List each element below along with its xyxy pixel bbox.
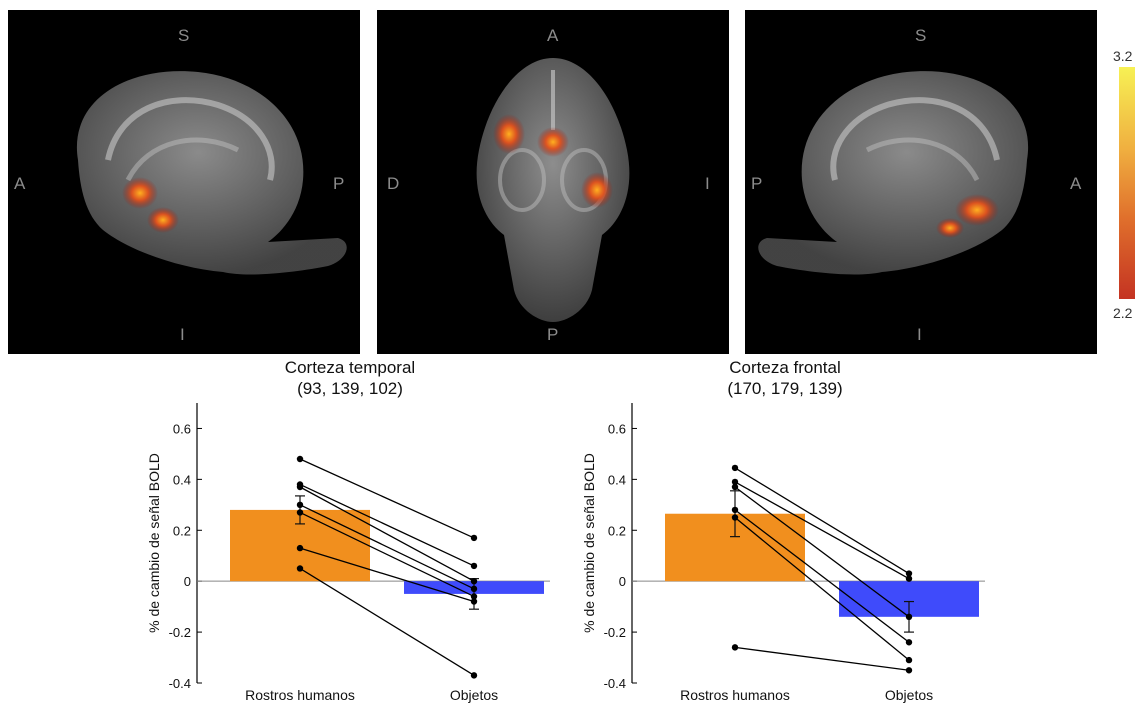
subject-line bbox=[734, 646, 910, 671]
orientation-label-top: S bbox=[178, 26, 190, 45]
y-tick-label: 0.6 bbox=[173, 421, 191, 436]
subject-point bbox=[905, 575, 913, 582]
x-tick-label: Rostros humanos bbox=[245, 687, 355, 703]
y-tick-label: -0.2 bbox=[604, 625, 626, 640]
subject-line bbox=[299, 483, 475, 567]
subject-line bbox=[299, 486, 475, 582]
orientation-label-left: D bbox=[387, 174, 400, 193]
subject-point bbox=[296, 501, 304, 509]
chart-subtitle: (93, 139, 102) bbox=[297, 379, 403, 398]
subject-point bbox=[470, 577, 478, 585]
subject-point bbox=[905, 570, 913, 577]
subject-point bbox=[470, 598, 478, 605]
subject-point bbox=[296, 455, 304, 463]
orientation-label-right: P bbox=[333, 174, 345, 193]
subject-line bbox=[299, 547, 475, 603]
brain-panel-axial: A P D I bbox=[377, 10, 729, 354]
subject-point bbox=[905, 639, 913, 646]
chart-subtitle: (170, 179, 139) bbox=[727, 379, 842, 398]
orientation-label-right: I bbox=[705, 174, 710, 193]
y-tick-label: 0.4 bbox=[173, 472, 191, 487]
x-tick-label: Objetos bbox=[450, 687, 498, 703]
brain-slice bbox=[76, 71, 347, 275]
subject-point bbox=[731, 483, 739, 491]
subject-point bbox=[905, 667, 913, 674]
subject-point bbox=[470, 672, 478, 679]
bar-chart-frontal: Corteza frontal (170, 179, 139) -0.4 -0.2 0 0… bbox=[581, 358, 985, 703]
subject-line bbox=[734, 509, 910, 643]
subject-point bbox=[731, 464, 739, 472]
subject-point bbox=[731, 478, 739, 486]
subject-point bbox=[905, 613, 913, 621]
y-tick-label: 0.6 bbox=[608, 421, 626, 436]
subject-point bbox=[470, 534, 478, 542]
x-tick-label: Objetos bbox=[885, 687, 933, 703]
y-tick-label: 0 bbox=[184, 574, 191, 589]
subject-line bbox=[299, 567, 475, 676]
chart-title: Corteza frontal bbox=[729, 358, 841, 377]
orientation-label-left: P bbox=[751, 174, 763, 193]
subject-point bbox=[905, 656, 913, 664]
y-tick-label: -0.4 bbox=[169, 676, 191, 691]
subject-line bbox=[734, 486, 910, 618]
subject-point bbox=[470, 593, 478, 600]
brain-panel-sagittal-left: S I A P bbox=[8, 10, 360, 354]
activation-blob bbox=[122, 177, 158, 209]
orientation-label-bottom: P bbox=[547, 325, 559, 344]
bar-chart-temporal: Corteza temporal (93, 139, 102) -0.4 -0.2 0 0… bbox=[146, 358, 550, 703]
subject-line bbox=[734, 517, 910, 661]
subject-point bbox=[296, 565, 304, 572]
subject-line bbox=[299, 458, 475, 539]
subject-line bbox=[734, 467, 910, 575]
y-tick-label: 0.4 bbox=[608, 472, 626, 487]
colorbar bbox=[1119, 67, 1135, 299]
subject-point bbox=[296, 483, 304, 491]
subject-line bbox=[734, 481, 910, 580]
y-tick-label: -0.4 bbox=[604, 676, 626, 691]
orientation-label-top: A bbox=[547, 26, 559, 45]
brain-panel-sagittal-right: S I P A bbox=[745, 10, 1097, 354]
orientation-label-bottom: I bbox=[917, 325, 922, 344]
y-axis-label: % de cambio de señal BOLD bbox=[581, 453, 597, 633]
subject-point bbox=[731, 506, 739, 514]
y-axis-label: % de cambio de señal BOLD bbox=[146, 453, 162, 633]
orientation-label-top: S bbox=[915, 26, 927, 45]
subject-line bbox=[299, 504, 475, 590]
colorbar-min-label: 2.2 bbox=[1113, 305, 1133, 321]
subject-point bbox=[296, 509, 304, 516]
y-tick-label: 0.2 bbox=[173, 523, 191, 538]
colorbar-max-label: 3.2 bbox=[1113, 48, 1133, 64]
subject-point bbox=[470, 562, 478, 570]
orientation-label-right: A bbox=[1070, 174, 1082, 193]
y-tick-label: 0 bbox=[619, 574, 626, 589]
y-tick-label: 0.2 bbox=[608, 523, 626, 538]
orientation-label-bottom: I bbox=[180, 325, 185, 344]
subject-point bbox=[296, 544, 304, 552]
activation-blob bbox=[955, 194, 999, 226]
x-tick-label: Rostros humanos bbox=[680, 687, 790, 703]
orientation-label-left: A bbox=[14, 174, 26, 193]
activation-blob bbox=[493, 114, 525, 154]
chart-title: Corteza temporal bbox=[285, 358, 415, 377]
subject-point bbox=[470, 585, 478, 593]
y-tick-label: -0.2 bbox=[169, 625, 191, 640]
subject-point bbox=[731, 644, 739, 651]
subject-line bbox=[299, 511, 475, 598]
subject-point bbox=[731, 514, 739, 521]
